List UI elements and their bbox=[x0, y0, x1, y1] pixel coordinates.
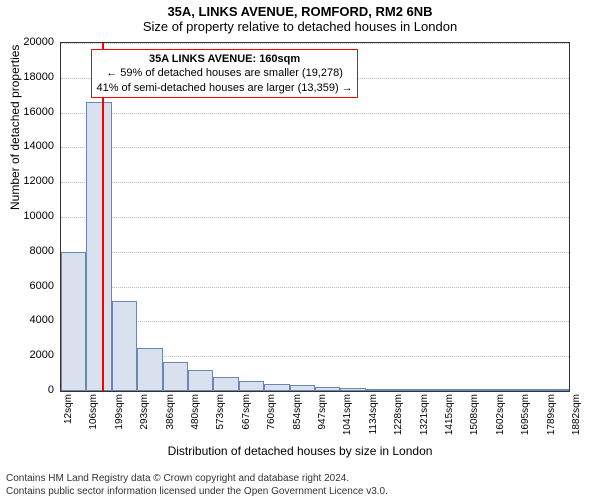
histogram-bar bbox=[86, 102, 111, 391]
x-tick-label: 947sqm bbox=[317, 394, 328, 430]
x-tick-label: 293sqm bbox=[139, 394, 150, 430]
histogram-bar bbox=[467, 389, 492, 391]
histogram-bar bbox=[544, 389, 569, 391]
y-tick-label: 2000 bbox=[30, 349, 54, 361]
x-tick-label: 386sqm bbox=[165, 394, 176, 430]
grid-line bbox=[61, 182, 569, 183]
histogram-bar bbox=[239, 381, 264, 391]
footer-line2: Contains public sector information licen… bbox=[6, 485, 388, 498]
histogram-bar bbox=[264, 384, 289, 391]
footer-line1: Contains HM Land Registry data © Crown c… bbox=[6, 472, 388, 485]
grid-line bbox=[61, 287, 569, 288]
x-tick-label: 1321sqm bbox=[419, 394, 430, 435]
y-tick-label: 14000 bbox=[23, 140, 54, 152]
histogram-bar bbox=[137, 348, 162, 392]
x-tick-label: 1882sqm bbox=[571, 394, 582, 435]
x-tick-label: 573sqm bbox=[215, 394, 226, 430]
histogram-bar bbox=[518, 389, 543, 391]
annotation-box: 35A LINKS AVENUE: 160sqm← 59% of detache… bbox=[91, 49, 357, 98]
histogram-bar bbox=[61, 252, 86, 391]
annotation-title: 35A LINKS AVENUE: 160sqm bbox=[96, 52, 352, 66]
footer-attribution: Contains HM Land Registry data © Crown c… bbox=[6, 472, 388, 498]
x-tick-label: 1415sqm bbox=[444, 394, 455, 435]
x-tick-label: 480sqm bbox=[190, 394, 201, 430]
x-tick-label: 1508sqm bbox=[469, 394, 480, 435]
y-tick-label: 10000 bbox=[23, 210, 54, 222]
x-tick-label: 760sqm bbox=[266, 394, 277, 430]
x-tick-label: 106sqm bbox=[88, 394, 99, 430]
y-tick-label: 12000 bbox=[23, 175, 54, 187]
y-tick-label: 6000 bbox=[30, 280, 54, 292]
histogram-bar bbox=[417, 389, 442, 391]
x-tick-label: 1789sqm bbox=[546, 394, 557, 435]
annotation-larger: 41% of semi-detached houses are larger (… bbox=[96, 81, 352, 95]
grid-line bbox=[61, 321, 569, 322]
plot-wrapper: 35A LINKS AVENUE: 160sqm← 59% of detache… bbox=[60, 42, 570, 392]
y-tick-label: 20000 bbox=[23, 36, 54, 48]
histogram-bar bbox=[442, 389, 467, 391]
y-tick-label: 18000 bbox=[23, 71, 54, 83]
y-tick-label: 8000 bbox=[30, 245, 54, 257]
histogram-bar bbox=[391, 389, 416, 391]
x-tick-label: 667sqm bbox=[241, 394, 252, 430]
x-tick-label: 199sqm bbox=[114, 394, 125, 430]
y-tick-label: 4000 bbox=[30, 314, 54, 326]
x-tick-label: 1134sqm bbox=[368, 394, 379, 434]
x-tick-label: 1041sqm bbox=[342, 394, 353, 435]
histogram-bar bbox=[112, 301, 137, 391]
x-axis-label: Distribution of detached houses by size … bbox=[0, 444, 600, 458]
histogram-bar bbox=[163, 362, 188, 391]
grid-line bbox=[61, 252, 569, 253]
x-axis-ticks: 12sqm 106sqm 199sqm 293sqm 386sqm 480sqm 573sq… bbox=[60, 394, 570, 444]
x-tick-label: 854sqm bbox=[292, 394, 303, 430]
histogram-bar bbox=[188, 370, 213, 391]
grid-line bbox=[61, 217, 569, 218]
chart-subtitle: Size of property relative to detached ho… bbox=[0, 19, 600, 36]
x-tick-label: 1602sqm bbox=[495, 394, 506, 435]
histogram-bar bbox=[340, 388, 365, 391]
x-tick-label: 1695sqm bbox=[520, 394, 531, 435]
plot-area: 35A LINKS AVENUE: 160sqm← 59% of detache… bbox=[60, 42, 570, 392]
grid-line bbox=[61, 113, 569, 114]
grid-line bbox=[61, 43, 569, 44]
histogram-bar bbox=[366, 389, 391, 391]
annotation-smaller: ← 59% of detached houses are smaller (19… bbox=[96, 66, 352, 80]
y-tick-label: 0 bbox=[48, 384, 54, 396]
y-axis-ticks: 0200040006000800010000120001400016000180… bbox=[0, 42, 58, 392]
histogram-bar bbox=[315, 387, 340, 391]
chart-container: 35A, LINKS AVENUE, ROMFORD, RM2 6NB Size… bbox=[0, 0, 600, 500]
x-tick-label: 1228sqm bbox=[393, 394, 404, 435]
y-tick-label: 16000 bbox=[23, 106, 54, 118]
histogram-bar bbox=[290, 385, 315, 391]
x-tick-label: 12sqm bbox=[63, 394, 74, 424]
chart-title: 35A, LINKS AVENUE, ROMFORD, RM2 6NB bbox=[0, 0, 600, 19]
histogram-bar bbox=[213, 377, 238, 391]
histogram-bar bbox=[493, 389, 518, 391]
grid-line bbox=[61, 147, 569, 148]
